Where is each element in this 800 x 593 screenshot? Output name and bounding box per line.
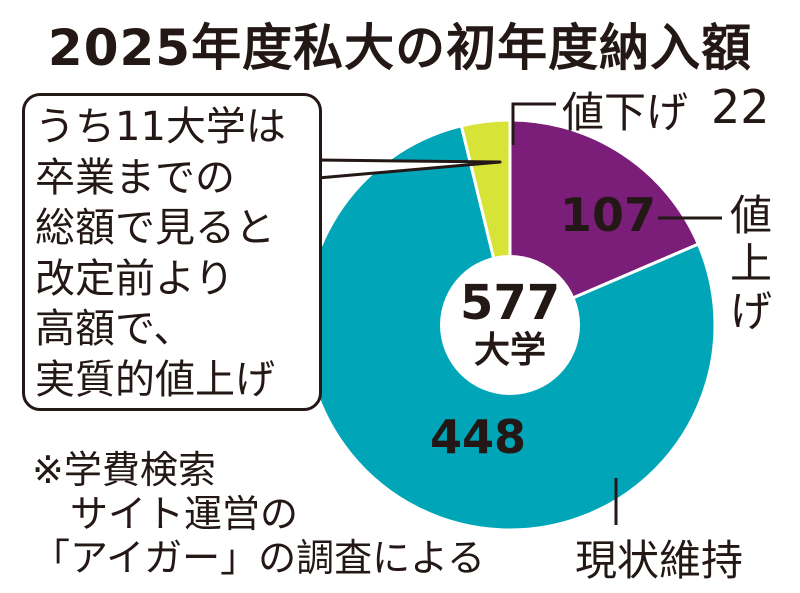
slice-label-down: 値下げ xyxy=(562,88,689,137)
value-label-down: 22 xyxy=(711,80,770,134)
center-unit: 大学 xyxy=(473,330,546,371)
callout-line: 高額で、 xyxy=(35,306,194,352)
callout-line: 改定前より xyxy=(35,255,235,302)
callout-line: 卒業までの xyxy=(35,154,235,201)
value-label-up: 107 xyxy=(560,188,657,242)
callout-line: うち11大学は xyxy=(35,104,286,150)
donut-hole xyxy=(440,255,580,395)
slice-label-same: 現状維持 xyxy=(575,536,744,585)
callout-box: うち11大学は 卒業までの 総額で見ると 改定前より 高額で、 実質的値上げ xyxy=(22,93,322,411)
center-total: 577 xyxy=(460,275,561,331)
callout-line: 実質的値上げ xyxy=(35,356,275,403)
slice-label-up: 値上げ xyxy=(730,191,773,336)
note-line: 「アイガー」の調査による xyxy=(32,536,485,580)
source-note: ※学費検索 サイト運営の 「アイガー」の調査による xyxy=(32,448,485,580)
value-label-same: 448 xyxy=(430,410,527,464)
chart-title: 2025年度私大の初年度納入額 xyxy=(47,19,753,77)
note-line: ※学費検索 xyxy=(32,448,216,492)
callout-line: 総額で見ると xyxy=(35,205,275,251)
leader-line-down xyxy=(511,102,556,145)
note-line: サイト運営の xyxy=(70,492,299,536)
